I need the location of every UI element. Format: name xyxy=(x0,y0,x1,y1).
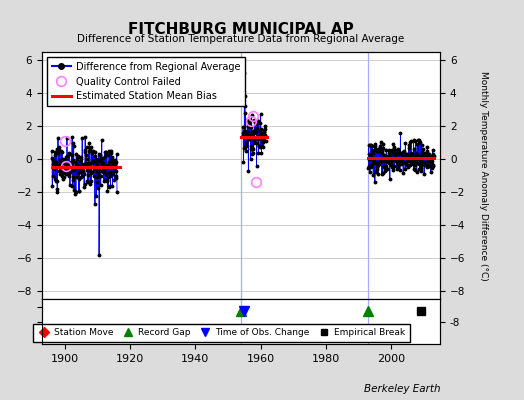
Text: FITCHBURG MUNICIPAL AP: FITCHBURG MUNICIPAL AP xyxy=(128,22,354,37)
Legend: Difference from Regional Average, Quality Control Failed, Estimated Station Mean: Difference from Regional Average, Qualit… xyxy=(47,57,245,106)
Text: Berkeley Earth: Berkeley Earth xyxy=(364,384,440,394)
Y-axis label: Monthly Temperature Anomaly Difference (°C): Monthly Temperature Anomaly Difference (… xyxy=(479,71,488,280)
Legend: Station Move, Record Gap, Time of Obs. Change, Empirical Break: Station Move, Record Gap, Time of Obs. C… xyxy=(32,324,410,342)
Text: Difference of Station Temperature Data from Regional Average: Difference of Station Temperature Data f… xyxy=(78,34,405,44)
